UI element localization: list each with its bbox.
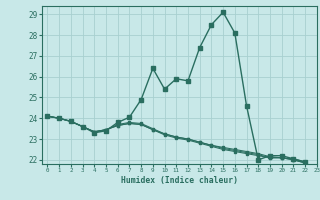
X-axis label: Humidex (Indice chaleur): Humidex (Indice chaleur) <box>121 176 238 185</box>
